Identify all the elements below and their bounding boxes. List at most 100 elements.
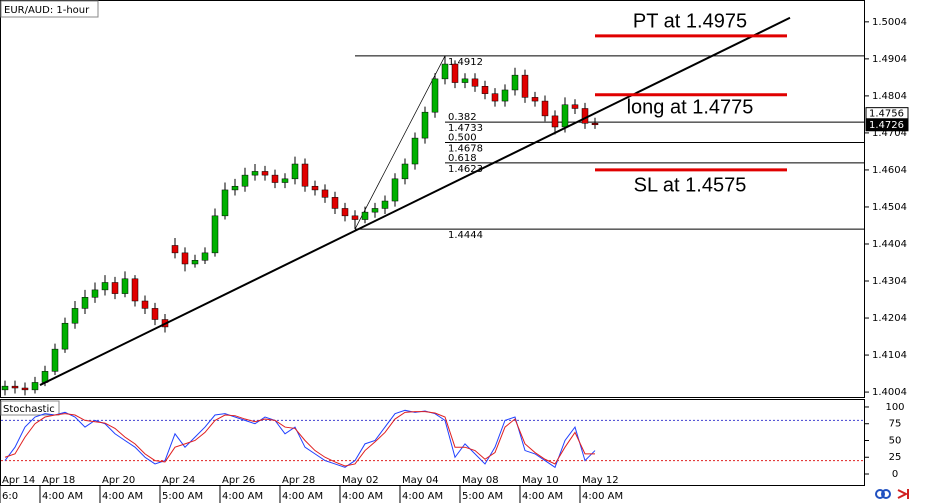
candle-body xyxy=(591,123,599,126)
candle-body xyxy=(261,171,269,176)
toolbar-icons[interactable] xyxy=(875,489,909,499)
candle-body xyxy=(531,97,539,102)
y-tick-label: 1.4504 xyxy=(872,202,907,213)
candle-body xyxy=(491,93,499,102)
candle-body xyxy=(201,252,209,261)
y-tick-label: 1.4204 xyxy=(872,313,907,324)
candle-body xyxy=(331,197,339,209)
price-tag-box xyxy=(865,118,909,132)
candle-body xyxy=(61,322,69,350)
candle-body xyxy=(131,278,139,302)
main-frame xyxy=(0,0,865,398)
x-time-label: 4:00 AM xyxy=(402,491,443,502)
chart-title: EUR/AUD: 1-hour xyxy=(4,5,90,16)
trade-label: SL at 1.4575 xyxy=(634,174,747,196)
fib-ratio: 0.382 xyxy=(448,112,477,123)
title-box xyxy=(0,0,99,18)
x-date-label: May 04 xyxy=(402,475,439,486)
candle-body xyxy=(571,104,579,109)
fib-ratio: 0.500 xyxy=(448,133,477,144)
x-time-label: 5:00 AM xyxy=(462,491,503,502)
fib-ratio: 0.618 xyxy=(448,153,477,164)
y-tick-label: 1.4704 xyxy=(872,128,907,139)
x-time-label: 4:00 AM xyxy=(582,491,623,502)
stoch-line xyxy=(4,409,596,469)
x-time-label: 6:0 xyxy=(2,491,18,502)
x-date-label: May 02 xyxy=(342,475,379,486)
candle-body xyxy=(351,215,359,220)
candle-body xyxy=(221,189,229,217)
stoch-tick-label: 0 xyxy=(892,469,898,480)
candle-body xyxy=(551,115,559,128)
y-tick-label: 1.4404 xyxy=(872,239,907,250)
candle-body xyxy=(501,89,509,102)
y-tick-label: 1.4804 xyxy=(872,91,907,102)
x-date-label: Apr 26 xyxy=(222,475,255,486)
stoch-title: Stochastic xyxy=(3,404,55,415)
x-date-label: May 08 xyxy=(462,475,499,486)
stoch-tick-label: 100 xyxy=(885,402,904,413)
candle-body xyxy=(141,300,149,309)
x-date-label: May 12 xyxy=(582,475,619,486)
candle-body xyxy=(271,174,279,183)
candle-body xyxy=(91,289,99,298)
stoch-tick-label: 50 xyxy=(889,435,902,446)
x-time-label: 4:00 AM xyxy=(342,491,383,502)
stoch-title-box xyxy=(0,400,60,416)
candle-body xyxy=(471,78,479,87)
candle-body xyxy=(171,245,179,254)
candle-body xyxy=(481,86,489,94)
x-date-label: Apr 20 xyxy=(102,475,135,486)
candle-body xyxy=(81,297,89,309)
stoch-line xyxy=(4,411,595,467)
trade-label: long at 1.4775 xyxy=(627,96,754,118)
candle-body xyxy=(301,163,309,187)
price-tag: 1.4726 xyxy=(869,120,904,131)
candle-body xyxy=(451,63,459,83)
y-tick-label: 1.4004 xyxy=(872,387,907,398)
stoch-frame xyxy=(0,399,865,486)
candle-body xyxy=(561,104,569,128)
candle-body xyxy=(71,308,79,324)
fib-label: 1.4623 xyxy=(448,164,483,175)
candle-body xyxy=(21,387,29,391)
candle-body xyxy=(231,185,239,191)
x-time-label: 4:00 AM xyxy=(102,491,143,502)
x-date-label: Apr 28 xyxy=(282,475,315,486)
fib-label: 1.4678 xyxy=(448,144,483,155)
fib-diagonal xyxy=(354,55,446,230)
x-date-label: Apr 18 xyxy=(42,475,75,486)
candle-body xyxy=(291,163,299,180)
candle-body xyxy=(371,208,379,213)
candle-body xyxy=(581,108,589,124)
x-date-label: Apr 14 xyxy=(2,475,35,486)
candle-body xyxy=(441,63,449,80)
candle-body xyxy=(411,137,419,165)
y-tick-label: 1.5004 xyxy=(872,17,907,28)
candle-body xyxy=(511,74,519,91)
candle-body xyxy=(211,215,219,254)
exit-icon[interactable] xyxy=(897,489,909,499)
y-tick-label: 1.4304 xyxy=(872,276,907,287)
candle-body xyxy=(151,308,159,320)
y-tick-label: 1.4904 xyxy=(872,54,907,65)
candle-body xyxy=(421,111,429,139)
y-tick-label: 1.4104 xyxy=(872,350,907,361)
candle-body xyxy=(361,211,369,220)
y-tick-label: 1.4604 xyxy=(872,165,907,176)
candle-body xyxy=(311,185,319,191)
link-icon[interactable] xyxy=(875,489,885,499)
trade-label: PT at 1.4975 xyxy=(633,10,747,32)
link-icon-2[interactable] xyxy=(881,489,891,499)
candle-body xyxy=(521,74,529,98)
x-time-label: 5:00 AM xyxy=(162,491,203,502)
candle-body xyxy=(51,348,59,372)
candle-body xyxy=(391,178,399,202)
candle-body xyxy=(31,382,39,391)
candle-body xyxy=(251,171,259,176)
candle-body xyxy=(401,163,409,180)
x-time-label: 4:00 AM xyxy=(42,491,83,502)
candle-body xyxy=(101,282,109,291)
